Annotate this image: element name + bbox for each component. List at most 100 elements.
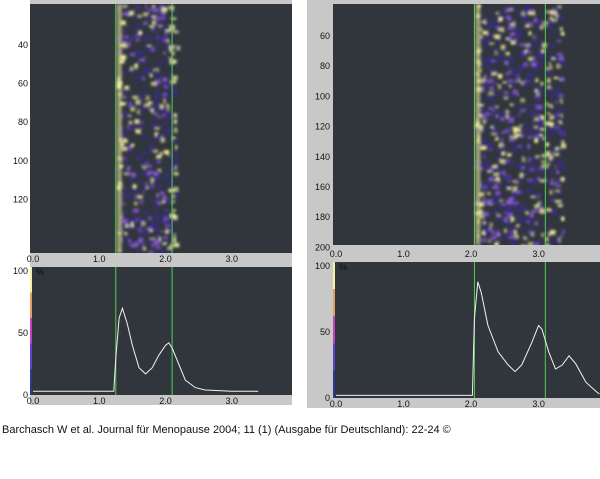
speckle [171, 194, 175, 198]
speckle [549, 16, 553, 20]
speckle [488, 228, 492, 232]
speckle [495, 105, 499, 108]
speckle [510, 217, 515, 222]
speckle [528, 135, 531, 139]
speckle [522, 17, 528, 22]
speckle [492, 125, 496, 128]
speckle [517, 221, 522, 225]
speckle [151, 164, 155, 167]
speckle [545, 102, 549, 106]
speckle [512, 135, 518, 139]
image-x-tick-label: 0.0 [330, 249, 343, 259]
speckle [156, 133, 161, 137]
speckle [532, 168, 539, 173]
speckle [558, 120, 562, 124]
speckle [536, 128, 542, 131]
speckle [504, 217, 508, 222]
speckle [150, 197, 156, 203]
speckle [556, 10, 561, 15]
speckle [521, 218, 527, 222]
speckle [138, 50, 144, 56]
speckle [124, 11, 130, 16]
speckle [169, 33, 173, 37]
speckle [488, 142, 494, 147]
speckle [554, 126, 560, 129]
speckle [505, 175, 510, 181]
speckle [148, 239, 151, 243]
speckle [559, 77, 564, 81]
speckle [489, 42, 495, 45]
speckle [505, 159, 510, 163]
speckle [507, 77, 511, 80]
speckle [520, 81, 525, 85]
speckle [491, 108, 495, 111]
speckle [556, 40, 562, 43]
speckle [172, 160, 178, 165]
speckle [512, 239, 517, 242]
speckle [160, 220, 165, 224]
speckle [165, 224, 171, 228]
speckle [483, 81, 488, 86]
speckle [528, 56, 534, 61]
speckle [124, 145, 129, 148]
speckle [137, 109, 140, 115]
speckle [536, 75, 539, 78]
speckle [155, 127, 160, 130]
speckle [137, 248, 140, 253]
speckle [154, 79, 161, 84]
speckle [558, 164, 562, 168]
speckle [521, 148, 524, 152]
speckle [135, 156, 140, 161]
speckle [122, 138, 127, 141]
speckle [153, 172, 157, 176]
speckle [520, 166, 525, 170]
speckle [154, 15, 157, 19]
speckle [170, 59, 175, 65]
speckle [144, 182, 148, 187]
speckle [128, 121, 133, 124]
speckle [121, 157, 125, 163]
speckle [128, 150, 133, 153]
speckle [506, 201, 512, 205]
speckle [498, 73, 503, 79]
speckle [158, 16, 162, 20]
speckle [156, 65, 162, 69]
speckle [515, 127, 521, 133]
speckle [135, 15, 140, 19]
speckle [545, 175, 548, 180]
speckle [121, 142, 124, 147]
speckle [152, 103, 155, 106]
speckle [151, 125, 155, 128]
speckle [170, 92, 176, 97]
speckle [514, 234, 519, 239]
speckle [497, 150, 502, 153]
speckle [504, 128, 511, 133]
speckle [155, 101, 160, 105]
speckle [537, 98, 542, 102]
speckle [500, 170, 507, 175]
speckle [482, 30, 488, 35]
speckle [495, 191, 500, 195]
speckle [125, 224, 129, 228]
speckle [479, 160, 482, 165]
speckle [151, 243, 155, 248]
speckle [139, 217, 144, 223]
speckle [163, 199, 168, 202]
speckle [149, 184, 154, 189]
speckle [528, 104, 531, 109]
speckle [560, 32, 565, 36]
speckle [539, 166, 544, 170]
speckle [167, 214, 172, 219]
speckle [482, 219, 487, 223]
speckle [510, 40, 516, 45]
speckle [480, 126, 483, 132]
speckle [135, 63, 138, 69]
colorbar-segment [30, 318, 32, 344]
colorbar-segment [333, 289, 335, 317]
speckle [479, 141, 486, 146]
speckle [128, 114, 132, 117]
profile-x-tick-label: 1.0 [397, 399, 410, 409]
speckle [152, 178, 157, 182]
speckle [496, 11, 500, 15]
speckle [128, 102, 132, 107]
